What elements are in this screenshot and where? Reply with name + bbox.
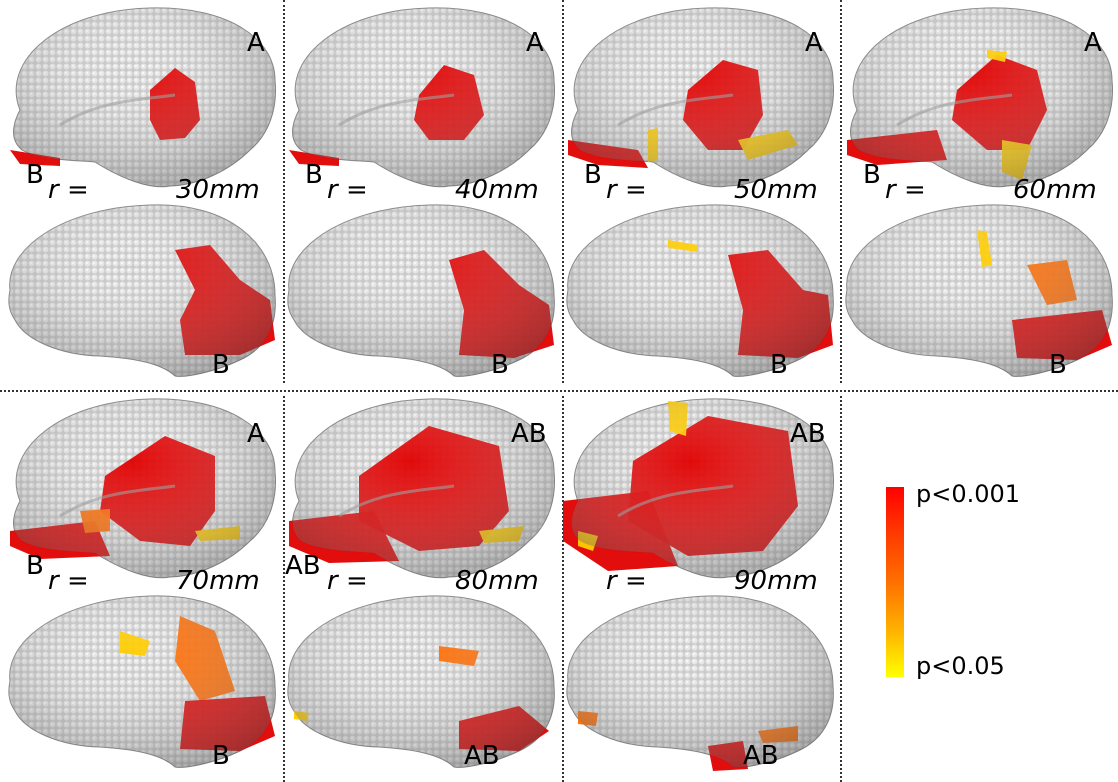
lateral-brain-view	[847, 7, 1114, 188]
separator-v1	[283, 0, 285, 383]
lateral-brain-view	[10, 398, 277, 579]
radius-value: 50mm	[734, 175, 818, 205]
r-symbol: r =	[885, 175, 926, 205]
medial-brain-view	[566, 204, 834, 377]
radius-value: 80mm	[455, 566, 539, 596]
medial-label: B	[770, 350, 788, 380]
colorbar	[886, 487, 904, 677]
radius-value: 40mm	[455, 175, 539, 205]
lateral-label: A	[1084, 28, 1102, 58]
panel-80mm: AB AB r = 80mm AB	[279, 391, 558, 782]
lateral-brain-view	[563, 398, 835, 579]
medial-brain-view	[287, 204, 555, 377]
r-symbol: r =	[606, 175, 647, 205]
lateral-brain-view	[289, 7, 556, 188]
side-label: B	[26, 160, 44, 190]
separator-v3	[840, 0, 842, 383]
medial-brain-view	[8, 204, 276, 377]
r-symbol: r =	[606, 566, 647, 596]
side-label: B	[584, 160, 602, 190]
lateral-label: A	[805, 28, 823, 58]
activation-region	[10, 150, 60, 166]
separator-v4	[283, 396, 285, 782]
lateral-brain-view	[10, 7, 277, 188]
medial-brain-view	[845, 204, 1113, 377]
r-symbol: r =	[327, 175, 368, 205]
radius-value: 30mm	[176, 175, 260, 205]
lateral-label: A	[526, 28, 544, 58]
side-label: B	[305, 160, 323, 190]
radius-value: 70mm	[176, 566, 260, 596]
medial-label: B	[491, 350, 509, 380]
medial-label: B	[212, 350, 230, 380]
separator-v2	[562, 0, 564, 383]
legend-top-label: p<0.001	[916, 480, 1021, 508]
legend-bottom-label: p<0.05	[916, 652, 1005, 680]
separator-h	[0, 390, 1118, 392]
separator-v5	[562, 396, 564, 782]
lateral-brain-view	[568, 7, 835, 188]
side-label: B	[26, 551, 44, 581]
medial-label: AB	[464, 741, 500, 771]
activation-region	[289, 150, 339, 166]
side-label: AB	[285, 551, 321, 581]
r-symbol: r =	[327, 566, 368, 596]
medial-brain-view	[566, 595, 834, 771]
radius-value: 60mm	[1013, 175, 1097, 205]
medial-label: B	[1049, 350, 1067, 380]
lateral-label: AB	[790, 419, 826, 449]
medial-label: B	[212, 741, 230, 771]
lateral-label: AB	[511, 419, 547, 449]
lateral-label: A	[247, 28, 265, 58]
medial-label: AB	[743, 741, 779, 771]
radius-value: 90mm	[734, 566, 818, 596]
panel-90mm: AB r = 90mm AB	[558, 391, 837, 782]
r-symbol: r =	[48, 566, 89, 596]
separator-v6	[840, 396, 842, 782]
medial-brain-view	[8, 595, 276, 768]
r-symbol: r =	[48, 175, 89, 205]
lateral-brain-view	[289, 398, 556, 579]
side-label: B	[863, 160, 881, 190]
medial-brain-view	[287, 595, 555, 768]
lateral-label: A	[247, 419, 265, 449]
